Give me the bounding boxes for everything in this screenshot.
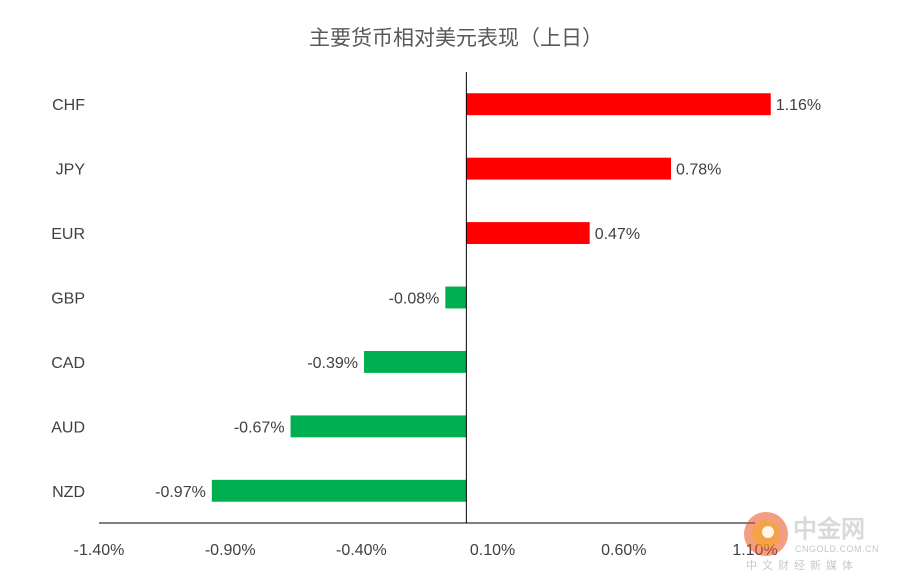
data-label-chf: 1.16% <box>776 97 821 114</box>
category-label-jpy: JPY <box>56 162 86 179</box>
category-label-gbp: GBP <box>51 291 85 308</box>
bar-aud <box>290 415 467 438</box>
watermark: 中金网 CNGOLD.COM.CN 中文财经新媒体 <box>744 512 879 572</box>
category-label-aud: AUD <box>51 419 85 436</box>
watermark-url: CNGOLD.COM.CN <box>795 544 879 554</box>
x-tick-labels: -1.40%-0.90%-0.40%0.10%0.60%1.10% <box>74 542 778 559</box>
x-tick-label: -0.40% <box>336 542 387 559</box>
bar-nzd <box>211 479 467 502</box>
data-label-eur: 0.47% <box>595 226 640 243</box>
x-tick-label: 0.60% <box>601 542 646 559</box>
category-labels: CHF JPY EUR GBP CAD AUD NZD <box>51 97 85 501</box>
cngold-logo-icon <box>744 512 788 556</box>
bar-cad <box>364 350 467 373</box>
category-label-cad: CAD <box>51 355 85 372</box>
watermark-name: 中金网 <box>793 515 865 543</box>
watermark-tagline: 中文财经新媒体 <box>746 558 858 572</box>
x-tick-label: -1.40% <box>74 542 125 559</box>
chart-title: 主要货币相对美元表现（上日） <box>309 26 603 50</box>
data-label-cad: -0.39% <box>307 355 358 372</box>
category-label-chf: CHF <box>52 97 85 114</box>
category-label-eur: EUR <box>51 226 85 243</box>
data-label-gbp: -0.08% <box>389 291 440 308</box>
x-tick-label: 0.10% <box>470 542 515 559</box>
bar-chf <box>466 93 771 116</box>
data-labels: 1.16% 0.78% 0.47% -0.08% -0.39% -0.67% -0.97% <box>155 97 821 501</box>
bar-gbp <box>445 286 467 309</box>
category-label-nzd: NZD <box>52 484 85 501</box>
bar-eur <box>466 222 590 245</box>
data-label-aud: -0.67% <box>234 419 285 436</box>
bars-group <box>211 93 771 502</box>
data-label-jpy: 0.78% <box>676 162 721 179</box>
x-tick-label: -0.90% <box>205 542 256 559</box>
bar-jpy <box>466 157 672 180</box>
data-label-nzd: -0.97% <box>155 484 206 501</box>
